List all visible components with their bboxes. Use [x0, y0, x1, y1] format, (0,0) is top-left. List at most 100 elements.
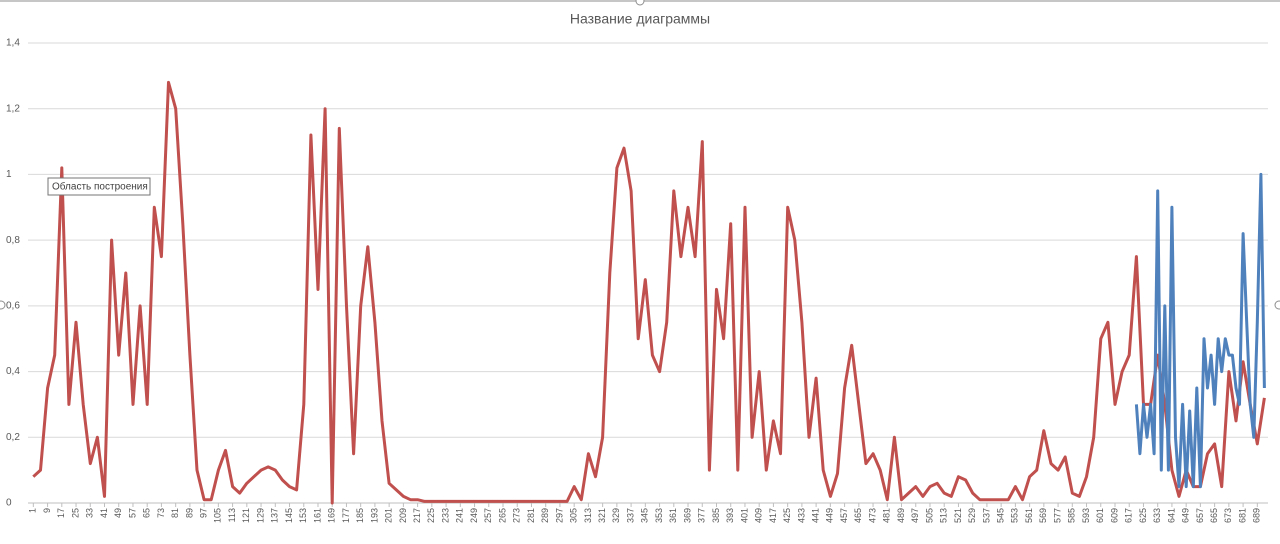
x-tick-label: 521 — [953, 508, 963, 523]
x-tick-label: 417 — [768, 508, 778, 523]
x-tick-label: 409 — [754, 508, 764, 523]
x-tick-label: 561 — [1024, 508, 1034, 523]
x-tick-label: 273 — [512, 508, 522, 523]
x-tick-label: 329 — [611, 508, 621, 523]
x-tick-label: 537 — [981, 508, 991, 523]
x-tick-label: 393 — [725, 508, 735, 523]
x-tick-label: 513 — [939, 508, 949, 523]
x-tick-label: 313 — [583, 508, 593, 523]
x-tick-label: 641 — [1166, 508, 1176, 523]
x-tick-label: 569 — [1038, 508, 1048, 523]
x-tick-label: 185 — [355, 508, 365, 523]
x-tick-label: 49 — [113, 508, 123, 518]
x-tick-label: 401 — [739, 508, 749, 523]
x-tick-label: 649 — [1181, 508, 1191, 523]
x-tick-label: 73 — [156, 508, 166, 518]
x-tick-label: 97 — [199, 508, 209, 518]
x-tick-label: 689 — [1252, 508, 1262, 523]
series-line — [32, 80, 1266, 505]
x-tick-label: 481 — [882, 508, 892, 523]
plot-area[interactable] — [32, 80, 1266, 505]
x-tick-label: 17 — [56, 508, 66, 518]
x-tick-label: 281 — [526, 508, 536, 523]
x-tick-label: 601 — [1095, 508, 1105, 523]
x-tick-label: 217 — [412, 508, 422, 523]
x-tick-label: 25 — [70, 508, 80, 518]
x-tick-label: 473 — [867, 508, 877, 523]
x-tick-label: 353 — [654, 508, 664, 523]
x-tick-label: 345 — [640, 508, 650, 523]
y-tick-label: 1 — [6, 169, 12, 180]
y-tick-label: 1,4 — [6, 38, 20, 49]
x-tick-label: 297 — [554, 508, 564, 523]
x-tick-label: 633 — [1152, 508, 1162, 523]
x-tick-label: 121 — [241, 508, 251, 523]
x-tick-label: 137 — [270, 508, 280, 523]
chart-title: Название диаграммы — [570, 11, 710, 27]
x-tick-label: 681 — [1237, 508, 1247, 523]
x-tick-label: 489 — [896, 508, 906, 523]
x-tick-label: 57 — [127, 508, 137, 518]
x-tick-label: 337 — [625, 508, 635, 523]
x-tick-label: 257 — [483, 508, 493, 523]
x-tick-label: 65 — [142, 508, 152, 518]
x-tick-label: 545 — [996, 508, 1006, 523]
x-tick-label: 433 — [796, 508, 806, 523]
x-tick-label: 201 — [384, 508, 394, 523]
x-tick-label: 169 — [327, 508, 337, 523]
y-tick-label: 0,4 — [6, 366, 20, 377]
x-tick-label: 609 — [1109, 508, 1119, 523]
x-tick-label: 233 — [440, 508, 450, 523]
x-tick-label: 225 — [426, 508, 436, 523]
x-tick-label: 241 — [455, 508, 465, 523]
resize-handle[interactable] — [635, 0, 645, 6]
x-tick-label: 33 — [85, 508, 95, 518]
x-tick-label: 209 — [398, 508, 408, 523]
x-tick-label: 193 — [369, 508, 379, 523]
x-tick-label: 41 — [99, 508, 109, 518]
x-tick-label: 553 — [1010, 508, 1020, 523]
y-tick-label: 0,8 — [6, 235, 20, 246]
x-tick-label: 321 — [597, 508, 607, 523]
x-tick-label: 585 — [1067, 508, 1077, 523]
x-tick-label: 369 — [682, 508, 692, 523]
resize-handle[interactable] — [0, 300, 6, 310]
y-tick-label: 0 — [6, 498, 12, 509]
x-tick-label: 625 — [1138, 508, 1148, 523]
x-tick-label: 593 — [1081, 508, 1091, 523]
x-tick-label: 377 — [697, 508, 707, 523]
y-tick-label: 0,6 — [6, 300, 20, 311]
x-tick-label: 105 — [213, 508, 223, 523]
x-tick-label: 1 — [28, 508, 38, 513]
x-tick-label: 361 — [668, 508, 678, 523]
x-tick-label: 385 — [711, 508, 721, 523]
x-tick-label: 9 — [42, 508, 52, 513]
x-tick-label: 617 — [1124, 508, 1134, 523]
x-tick-label: 465 — [853, 508, 863, 523]
x-tick-label: 449 — [825, 508, 835, 523]
tooltip-box — [47, 177, 151, 196]
x-tick-label: 289 — [540, 508, 550, 523]
resize-handle[interactable] — [1274, 300, 1280, 310]
x-tick-label: 161 — [312, 508, 322, 523]
x-tick-label: 177 — [341, 508, 351, 523]
x-tick-label: 305 — [569, 508, 579, 523]
x-tick-label: 249 — [469, 508, 479, 523]
x-tick-label: 153 — [298, 508, 308, 523]
x-tick-label: 81 — [170, 508, 180, 518]
x-tick-label: 665 — [1209, 508, 1219, 523]
x-tick-label: 425 — [782, 508, 792, 523]
tooltip-text: Область построения — [52, 181, 148, 193]
x-tick-label: 89 — [184, 508, 194, 518]
x-tick-label: 265 — [497, 508, 507, 523]
series-line — [1134, 172, 1266, 489]
x-tick-label: 145 — [284, 508, 294, 523]
x-tick-label: 577 — [1052, 508, 1062, 523]
y-tick-label: 0,2 — [6, 432, 20, 443]
x-tick-label: 529 — [967, 508, 977, 523]
x-tick-label: 657 — [1195, 508, 1205, 523]
x-tick-label: 113 — [227, 508, 237, 522]
x-tick-label: 505 — [924, 508, 934, 523]
x-tick-label: 673 — [1223, 508, 1233, 523]
